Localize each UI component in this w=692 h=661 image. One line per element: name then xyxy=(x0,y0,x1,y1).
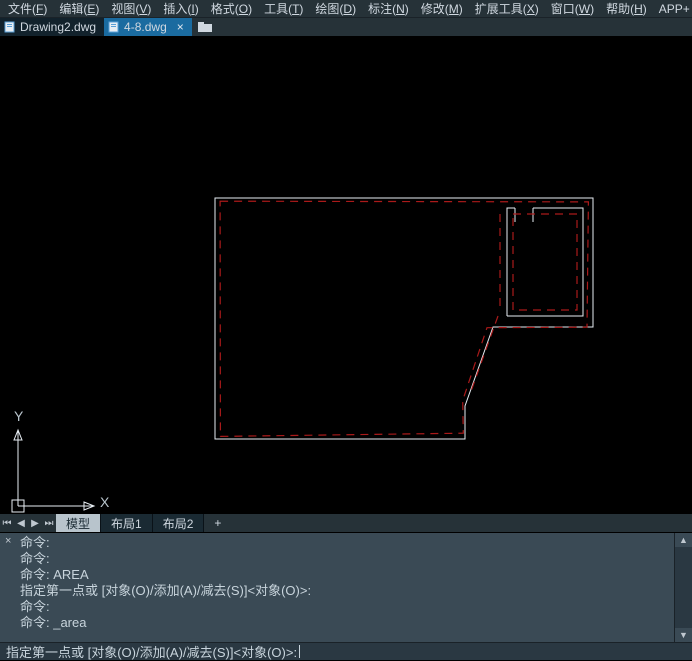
menu-item[interactable]: 视图(V) xyxy=(105,0,157,17)
tab-label: 4-8.dwg xyxy=(124,20,167,34)
text-cursor xyxy=(299,645,300,658)
scroll-up-icon[interactable]: ▲ xyxy=(675,533,692,547)
document-tabs: Drawing2.dwg 4-8.dwg × xyxy=(0,18,692,36)
menu-item[interactable]: 标注(N) xyxy=(362,0,415,17)
menu-item[interactable]: 编辑(E) xyxy=(53,0,105,17)
menu-item[interactable]: 工具(T) xyxy=(258,0,309,17)
layout-tab[interactable]: 布局2 xyxy=(153,514,205,533)
menu-item[interactable]: 修改(M) xyxy=(415,0,469,17)
new-tab-icon[interactable] xyxy=(192,20,218,35)
file-icon xyxy=(4,21,16,33)
menu-item[interactable]: 文件(F) xyxy=(2,0,53,17)
command-history-line: 命令: _area xyxy=(20,615,686,631)
menu-item[interactable]: APP+ xyxy=(653,2,692,16)
menubar: 文件(F)编辑(E)视图(V)插入(I)格式(O)工具(T)绘图(D)标注(N)… xyxy=(0,0,692,18)
ucs-x-label: X xyxy=(100,494,109,510)
drawing-canvas[interactable] xyxy=(0,36,692,514)
menu-item[interactable]: 帮助(H) xyxy=(600,0,653,17)
close-icon[interactable]: × xyxy=(5,535,11,547)
command-history-line: 命令: xyxy=(20,551,686,567)
command-history-line: 命令: xyxy=(20,535,686,551)
layout-nav-arrow[interactable]: ▶ xyxy=(28,518,42,529)
layout-tabs: ⏮◀▶⏭模型布局1布局2+ xyxy=(0,514,692,532)
command-history-line: 指定第一点或 [对象(O)/添加(A)/减去(S)]<对象(O)>: xyxy=(20,583,686,599)
tab-label: Drawing2.dwg xyxy=(20,20,96,34)
menu-item[interactable]: 绘图(D) xyxy=(309,0,362,17)
layout-nav-arrow[interactable]: ⏮ xyxy=(0,518,14,529)
menu-item[interactable]: 扩展工具(X) xyxy=(469,0,545,17)
command-input[interactable]: 指定第一点或 [对象(O)/添加(A)/减去(S)]<对象(O)>: xyxy=(0,642,692,660)
ucs-y-label: Y xyxy=(14,408,23,424)
menu-item[interactable]: 插入(I) xyxy=(157,0,204,17)
command-history-line: 命令: AREA xyxy=(20,567,686,583)
scroll-down-icon[interactable]: ▼ xyxy=(675,628,692,642)
layout-tab[interactable]: 布局1 xyxy=(101,514,153,533)
file-icon xyxy=(108,21,120,33)
command-history-panel: × 命令:命令:命令: AREA指定第一点或 [对象(O)/添加(A)/减去(S… xyxy=(0,532,692,642)
close-icon[interactable]: × xyxy=(177,20,184,34)
layout-nav-arrow[interactable]: ◀ xyxy=(14,518,28,529)
document-tab[interactable]: Drawing2.dwg xyxy=(0,18,104,36)
layout-tab[interactable]: 模型 xyxy=(56,514,101,533)
command-history-line: 命令: xyxy=(20,599,686,615)
layout-nav-arrow[interactable]: ⏭ xyxy=(42,518,56,529)
menu-item[interactable]: 窗口(W) xyxy=(545,0,600,17)
menu-item[interactable]: 格式(O) xyxy=(205,0,258,17)
drawing-viewport[interactable]: Y X xyxy=(0,36,692,514)
add-layout-button[interactable]: + xyxy=(204,516,231,530)
command-history-text: 命令:命令:命令: AREA指定第一点或 [对象(O)/添加(A)/减去(S)]… xyxy=(0,533,692,631)
command-prompt-text: 指定第一点或 [对象(O)/添加(A)/减去(S)]<对象(O)>: xyxy=(6,642,297,661)
scrollbar[interactable]: ▲ ▼ xyxy=(674,533,692,642)
document-tab[interactable]: 4-8.dwg × xyxy=(104,18,192,36)
